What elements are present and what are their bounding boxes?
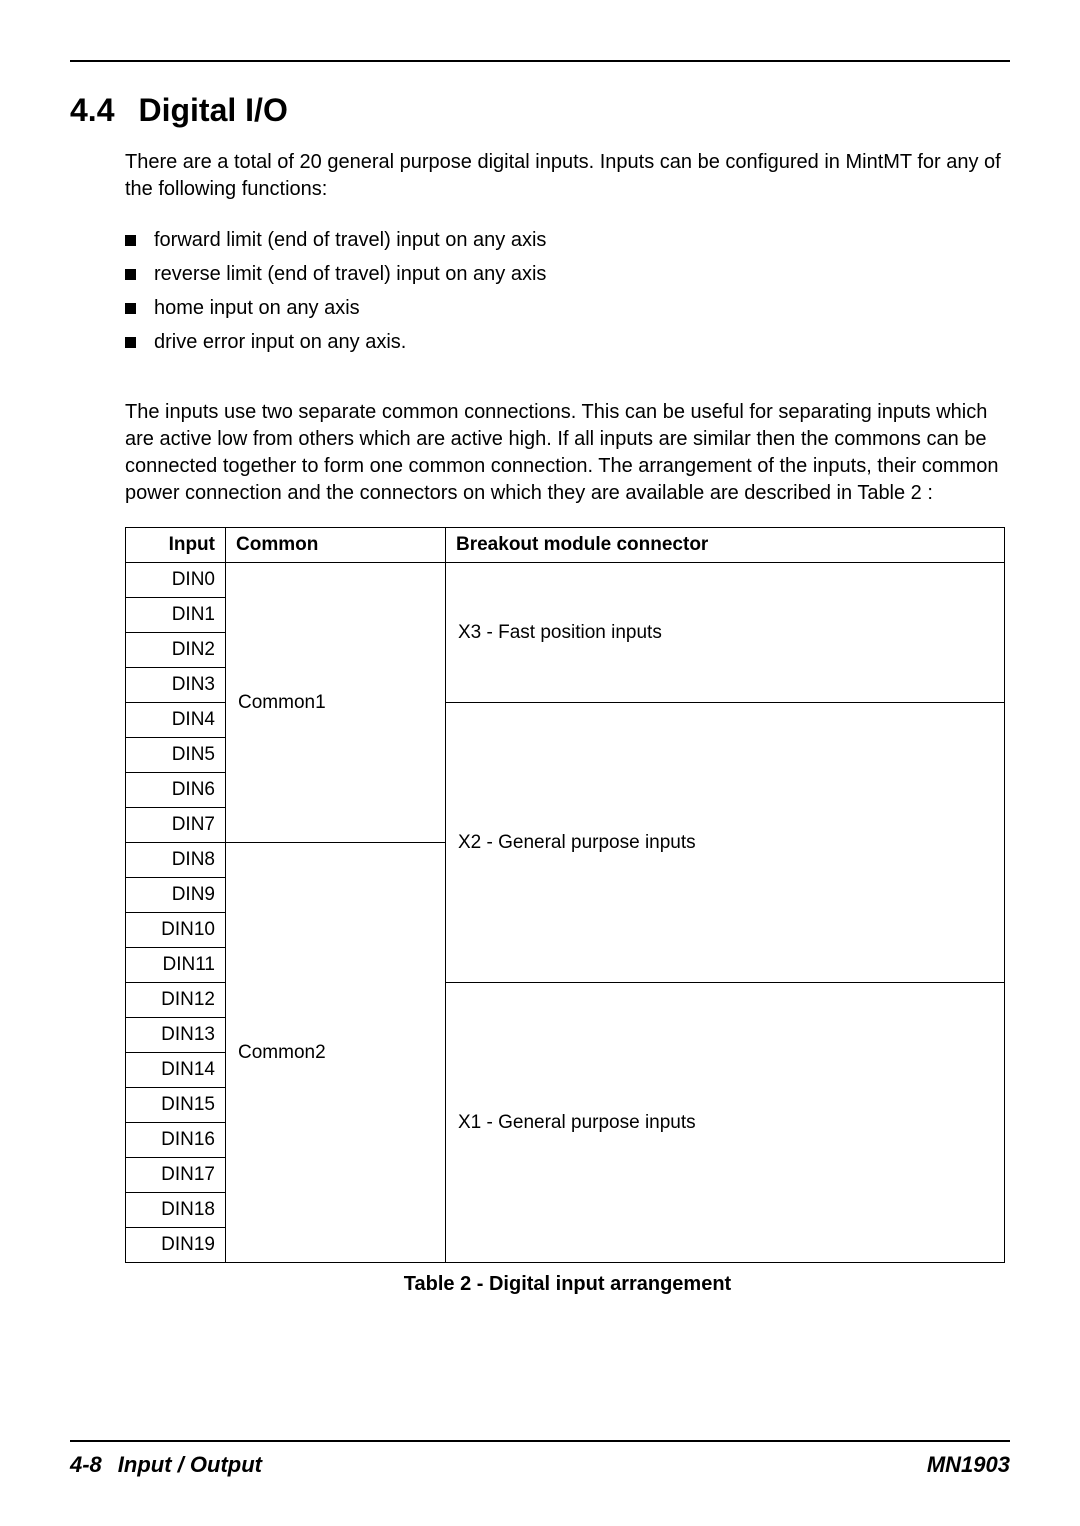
bullet-icon bbox=[125, 303, 136, 314]
breakout-cell: X2 - General purpose inputs bbox=[446, 703, 1005, 983]
input-cell: DIN15 bbox=[126, 1088, 226, 1123]
bullet-text: reverse limit (end of travel) input on a… bbox=[154, 257, 546, 291]
breakout-cell: X3 - Fast position inputs bbox=[446, 563, 1005, 703]
bullet-list: forward limit (end of travel) input on a… bbox=[125, 223, 1010, 359]
bullet-icon bbox=[125, 269, 136, 280]
table-header-row: Input Common Breakout module connector bbox=[126, 528, 1005, 563]
common-cell: Common2 bbox=[226, 843, 446, 1263]
footer-rule bbox=[70, 1440, 1010, 1442]
input-cell: DIN19 bbox=[126, 1228, 226, 1263]
digital-input-table: Input Common Breakout module connector D… bbox=[125, 527, 1005, 1263]
section-number: 4.4 bbox=[70, 92, 114, 129]
bullet-text: home input on any axis bbox=[154, 291, 360, 325]
list-item: forward limit (end of travel) input on a… bbox=[125, 223, 1010, 257]
col-input: Input bbox=[126, 528, 226, 563]
col-common: Common bbox=[226, 528, 446, 563]
table-caption: Table 2 - Digital input arrangement bbox=[125, 1273, 1010, 1296]
common-cell: Common1 bbox=[226, 563, 446, 843]
input-cell: DIN0 bbox=[126, 563, 226, 598]
input-cell: DIN11 bbox=[126, 948, 226, 983]
section-heading: 4.4 Digital I/O bbox=[70, 92, 1010, 129]
input-cell: DIN16 bbox=[126, 1123, 226, 1158]
input-cell: DIN17 bbox=[126, 1158, 226, 1193]
input-cell: DIN6 bbox=[126, 773, 226, 808]
bullet-icon bbox=[125, 337, 136, 348]
input-cell: DIN13 bbox=[126, 1018, 226, 1053]
doc-id: MN1903 bbox=[927, 1452, 1010, 1478]
input-cell: DIN10 bbox=[126, 913, 226, 948]
input-cell: DIN7 bbox=[126, 808, 226, 843]
list-item: drive error input on any axis. bbox=[125, 325, 1010, 359]
input-cell: DIN1 bbox=[126, 598, 226, 633]
input-cell: DIN3 bbox=[126, 668, 226, 703]
list-item: reverse limit (end of travel) input on a… bbox=[125, 257, 1010, 291]
top-rule bbox=[70, 60, 1010, 62]
input-cell: DIN9 bbox=[126, 878, 226, 913]
section-title: Digital I/O bbox=[138, 92, 287, 129]
col-breakout: Breakout module connector bbox=[446, 528, 1005, 563]
page-number: 4-8 bbox=[70, 1452, 102, 1478]
footer: 4-8 Input / Output MN1903 bbox=[70, 1440, 1010, 1478]
breakout-cell: X1 - General purpose inputs bbox=[446, 983, 1005, 1263]
input-cell: DIN8 bbox=[126, 843, 226, 878]
input-cell: DIN12 bbox=[126, 983, 226, 1018]
intro-paragraph: There are a total of 20 general purpose … bbox=[125, 149, 1010, 203]
input-cell: DIN4 bbox=[126, 703, 226, 738]
second-paragraph: The inputs use two separate common conne… bbox=[125, 399, 1010, 507]
input-cell: DIN2 bbox=[126, 633, 226, 668]
bullet-text: drive error input on any axis. bbox=[154, 325, 406, 359]
input-cell: DIN18 bbox=[126, 1193, 226, 1228]
input-cell: DIN5 bbox=[126, 738, 226, 773]
page: 4.4 Digital I/O There are a total of 20 … bbox=[0, 0, 1080, 1526]
table-row: DIN0 Common1 X3 - Fast position inputs bbox=[126, 563, 1005, 598]
bullet-icon bbox=[125, 235, 136, 246]
input-cell: DIN14 bbox=[126, 1053, 226, 1088]
list-item: home input on any axis bbox=[125, 291, 1010, 325]
footer-section: Input / Output bbox=[118, 1452, 262, 1478]
table-wrap: Input Common Breakout module connector D… bbox=[125, 527, 1010, 1296]
bullet-text: forward limit (end of travel) input on a… bbox=[154, 223, 546, 257]
footer-row: 4-8 Input / Output MN1903 bbox=[70, 1452, 1010, 1478]
footer-left: 4-8 Input / Output bbox=[70, 1452, 262, 1478]
